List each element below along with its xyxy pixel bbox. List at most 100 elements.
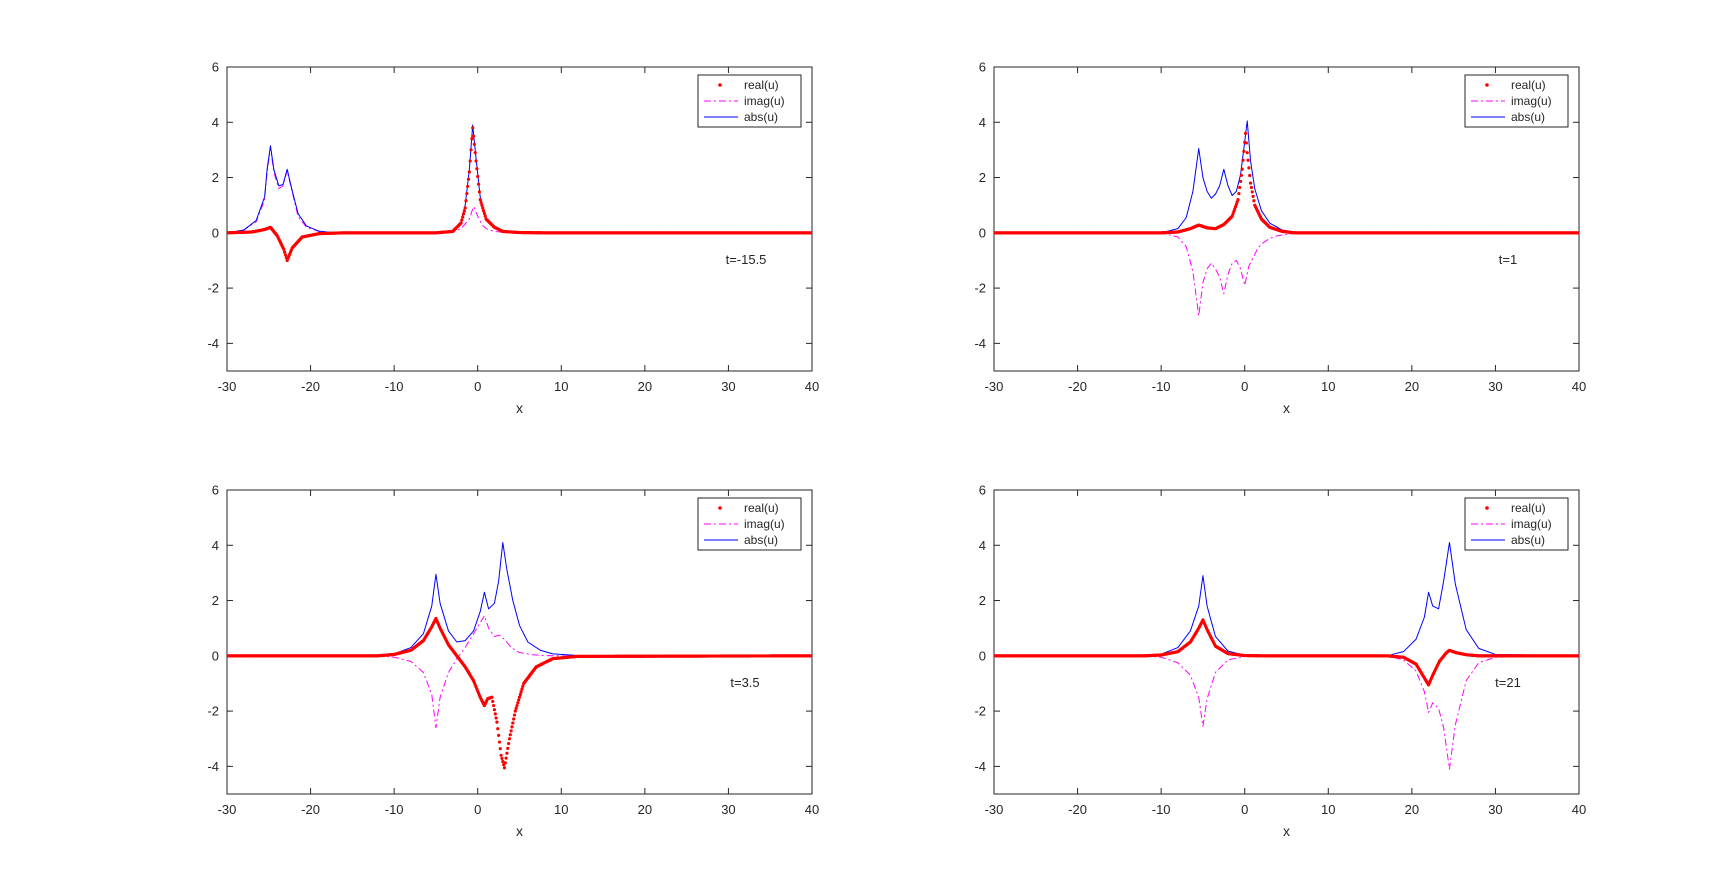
real-u-point	[810, 654, 812, 658]
x-tick-label: -20	[301, 802, 320, 817]
legend-label: abs(u)	[1511, 110, 1545, 124]
real-u-point	[810, 231, 812, 235]
x-tick-label: 40	[1572, 379, 1586, 394]
y-tick-label: 0	[979, 225, 986, 240]
x-tick-label: -10	[1152, 802, 1171, 817]
real-u-point	[497, 740, 502, 744]
real-u-point	[476, 174, 480, 179]
x-tick-label: 0	[1241, 379, 1248, 394]
real-u-point	[483, 214, 487, 218]
real-u-point	[509, 729, 513, 733]
real-u-point	[508, 733, 512, 737]
real-u-point	[1246, 158, 1250, 162]
real-u-point	[283, 253, 288, 257]
real-u-point	[512, 713, 517, 717]
real-u-point	[461, 215, 465, 219]
real-u-point	[507, 741, 511, 746]
real-u-point	[462, 209, 466, 213]
real-u-point	[491, 699, 495, 704]
real-u-point	[1241, 158, 1245, 162]
legend-swatch-real	[1485, 506, 1489, 510]
real-u-point	[504, 756, 508, 760]
real-u-point	[511, 721, 515, 725]
real-u-point	[471, 134, 476, 138]
real-u-point	[479, 200, 483, 205]
real-u-point	[461, 212, 466, 216]
real-u-point	[478, 198, 482, 202]
legend-label: imag(u)	[1511, 517, 1552, 531]
y-tick-label: 0	[979, 648, 986, 663]
legend-swatch-real	[1485, 83, 1489, 87]
real-u-point	[521, 684, 525, 688]
real-u-point	[500, 756, 504, 761]
real-u-point	[1239, 173, 1243, 177]
real-u-point	[466, 177, 471, 181]
time-annotation: t=3.5	[730, 675, 759, 690]
plot-area	[227, 542, 812, 770]
y-tick-label: 2	[979, 170, 986, 185]
real-u-point	[460, 218, 464, 222]
x-tick-label: 0	[474, 379, 481, 394]
real-u-point	[513, 709, 517, 713]
real-u-point	[467, 170, 471, 174]
real-u-point	[1237, 191, 1241, 196]
legend-label: abs(u)	[744, 533, 778, 547]
real-u-point	[494, 716, 498, 720]
subplot-2: -30 -20 -10 0 10 20 30 40-4-20246xt=1real(u)ima…	[974, 60, 1586, 417]
series-imag-u-line	[994, 232, 1579, 317]
legend-label: imag(u)	[744, 517, 785, 531]
real-u-point	[1245, 151, 1249, 155]
time-annotation: t=-15.5	[726, 252, 767, 267]
real-u-point	[1240, 167, 1244, 171]
real-u-point	[510, 725, 514, 729]
x-tick-label: -10	[385, 379, 404, 394]
plot-area	[227, 124, 812, 263]
legend-label: abs(u)	[1511, 533, 1545, 547]
x-tick-label: 10	[554, 379, 568, 394]
y-tick-label: 4	[212, 115, 219, 130]
x-tick-label: -20	[1068, 379, 1087, 394]
x-tick-label: -30	[218, 802, 237, 817]
real-u-point	[481, 209, 486, 213]
legend-swatch-real	[718, 83, 722, 87]
real-u-point	[470, 137, 474, 141]
series-abs-u-line	[227, 542, 812, 657]
legend: real(u) imag(u) abs(u)	[697, 74, 802, 128]
legend: real(u) imag(u) abs(u)	[1464, 74, 1569, 128]
x-tick-label: 20	[638, 379, 652, 394]
series-real-u	[994, 618, 1579, 687]
x-tick-label: 0	[1241, 802, 1248, 817]
real-u-point	[1238, 179, 1243, 184]
y-tick-label: 4	[979, 115, 986, 130]
real-u-point	[471, 126, 475, 130]
series-imag-u-line	[227, 615, 812, 729]
real-u-point	[498, 747, 502, 751]
x-tick-label: 30	[721, 379, 735, 394]
x-tick-label: -10	[1152, 379, 1171, 394]
real-u-point	[1250, 190, 1254, 194]
x-tick-label: -30	[985, 802, 1004, 817]
real-u-point	[520, 687, 524, 691]
real-u-point	[499, 753, 503, 757]
axes-box	[993, 66, 1580, 372]
x-tick-label: 30	[1488, 379, 1502, 394]
real-u-point	[475, 167, 479, 171]
axes-box	[226, 66, 813, 372]
axes-box	[993, 489, 1580, 795]
x-axis-label: x	[1283, 823, 1290, 839]
y-tick-label: 0	[212, 648, 219, 663]
legend-label: real(u)	[744, 501, 779, 515]
real-u-point	[519, 690, 523, 694]
y-tick-label: 2	[979, 593, 986, 608]
real-u-point	[472, 142, 476, 146]
y-tick-label: -4	[207, 759, 219, 774]
legend-label: imag(u)	[744, 94, 785, 108]
real-u-point	[518, 692, 522, 697]
x-tick-label: 30	[1488, 802, 1502, 817]
y-tick-label: 6	[212, 60, 219, 75]
y-tick-label: 2	[212, 593, 219, 608]
legend-label: real(u)	[744, 78, 779, 92]
real-u-point	[492, 708, 497, 712]
